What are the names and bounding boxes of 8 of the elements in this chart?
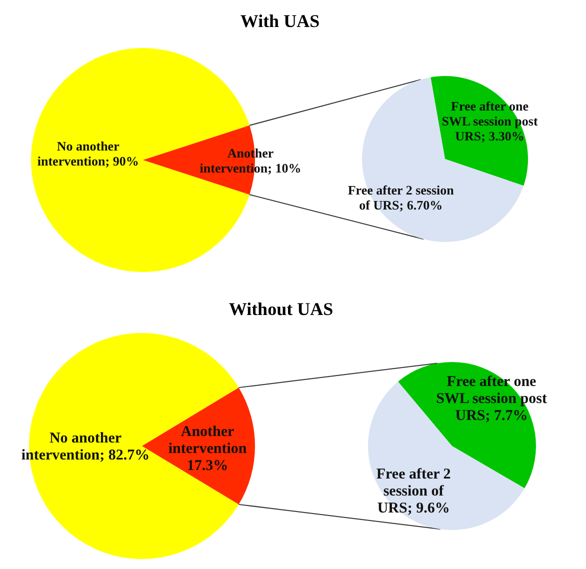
slice-label: Free after one SWL session post URS; 7.7% xyxy=(436,374,547,424)
chart-title: Without UAS xyxy=(228,299,334,319)
chart-title: With UAS xyxy=(240,11,320,31)
slice-label: Free after 2 session of URS; 6.70% xyxy=(348,182,455,212)
slice-label: Another intervention xyxy=(168,424,248,457)
data-label: 17.3% xyxy=(186,458,228,474)
slice-label: Free after 2 session of URS; 9.6% xyxy=(376,466,451,517)
slice-label: No another intervention; 90% xyxy=(37,138,139,168)
